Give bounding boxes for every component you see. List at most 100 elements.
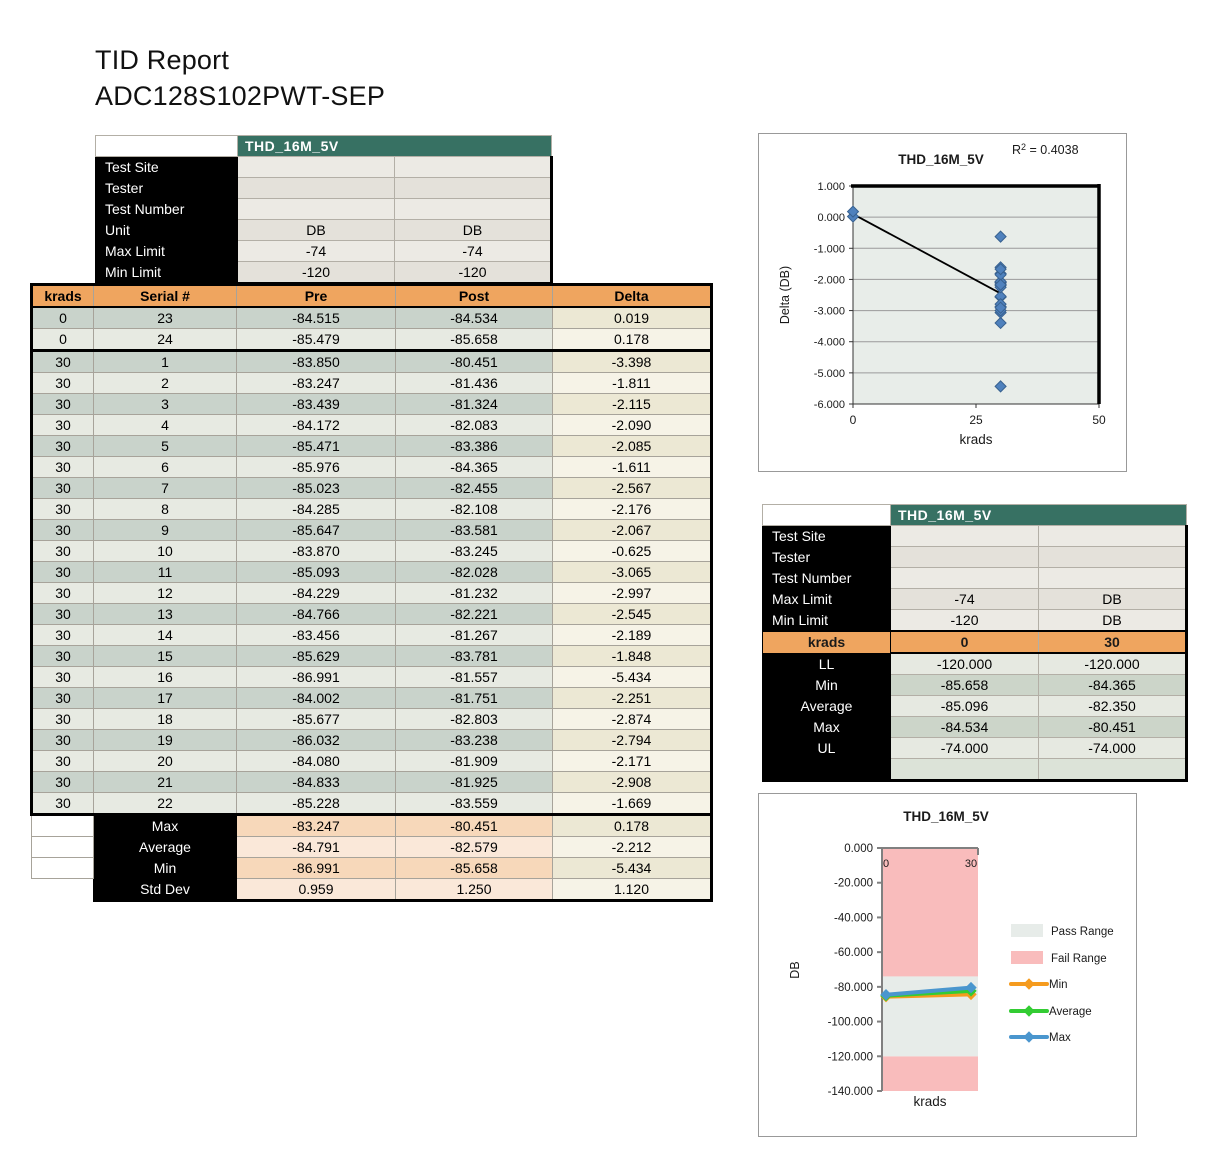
post-cell: -82.083 [395,414,553,436]
value-cell [890,567,1039,589]
stat-value-cell: -74.000 [890,737,1039,759]
band-svg: THD_16M_5V 0.000 -20.000 -40.000 -60.000 -80.… [788,809,1114,1109]
krads-cell: 30 [30,603,94,625]
spacer-cell [762,758,891,782]
summary-label-cell: Average [93,836,237,858]
value-cell [237,156,395,178]
row-label-cell: Unit [95,219,238,241]
delta-scatter-chart: THD_16M_5V R2 = 0.4038 1.000 0.000 -1.000 -2.… [758,133,1127,472]
chart-text: Average [1049,1006,1092,1018]
value-cell [1038,546,1188,568]
serial-cell: 18 [93,708,237,730]
delta-cell: 0.019 [552,306,713,329]
serial-cell: 21 [93,771,237,793]
chart-text: -40.000 [834,912,873,924]
serial-cell: 23 [93,306,237,329]
pre-cell: -85.471 [236,435,396,457]
summary-delta-cell: 1.120 [552,878,713,902]
krads-cell: 30 [30,456,94,478]
spacer-cell [31,836,94,858]
pre-cell: -84.285 [236,498,396,520]
chart-text: 0 [883,858,889,870]
post-cell: -84.534 [395,306,553,329]
column-header-cell: krads [30,283,94,308]
delta-cell: -2.874 [552,708,713,730]
serial-cell: 7 [93,477,237,499]
delta-cell: -1.611 [552,456,713,478]
chart-text: Fail Range [1051,953,1107,965]
legend-swatch [1011,951,1043,964]
summary-delta-cell: 0.178 [552,814,713,837]
delta-cell: -2.794 [552,729,713,751]
stat-value-cell: -74.000 [1038,737,1188,759]
pre-cell: -85.629 [236,645,396,667]
chart-text: -100.000 [828,1017,873,1029]
stat-label-cell: LL [762,652,891,675]
serial-cell: 13 [93,603,237,625]
summary-pre-cell: -86.991 [236,857,396,879]
post-cell: -81.324 [395,393,553,415]
post-cell: -82.221 [395,603,553,625]
summary-delta-cell: -5.434 [552,857,713,879]
summary-label-cell: Std Dev [93,878,237,902]
post-cell: -84.365 [395,456,553,478]
krads-cell: 30 [30,771,94,793]
summary-post-cell: -82.579 [395,836,553,858]
serial-cell: 5 [93,435,237,457]
krads-cell: 30 [30,393,94,415]
pre-cell: -85.023 [236,477,396,499]
chart-text: -80.000 [834,982,873,994]
krads-cell: 30 [30,687,94,709]
value-cell: DB [1038,609,1188,632]
krads-cell: 30 [30,435,94,457]
delta-cell: -1.848 [552,645,713,667]
value-cell: -120 [890,609,1039,632]
legend-marker [1023,978,1035,990]
pre-cell: -84.229 [236,582,396,604]
post-cell: -81.751 [395,687,553,709]
krads-value-cell: 30 [1038,630,1188,654]
pre-cell: -83.870 [236,540,396,562]
pre-cell: -83.439 [236,393,396,415]
table-title-cell: THD_16M_5V [237,135,552,157]
chart-text: 1.000 [817,181,845,193]
post-cell: -80.451 [395,350,553,373]
krads-header-cell: krads [762,630,891,654]
value-cell: DB [237,219,395,241]
chart-text: -6.000 [814,399,845,411]
delta-cell: -2.171 [552,750,713,772]
column-header-cell: Pre [236,283,396,308]
post-cell: -81.557 [395,666,553,688]
chart-text: Pass Range [1051,926,1114,938]
blank-cell [1038,758,1188,782]
y-axis-title: DB [788,961,802,978]
post-cell: -82.803 [395,708,553,730]
legend-marker [1023,1005,1035,1017]
top-info-table: THD_16M_5V Test Site Tester Test Number Unit… [95,135,553,285]
value-cell [237,177,395,199]
pre-cell: -84.002 [236,687,396,709]
chart-text: -20.000 [834,878,873,890]
row-label-cell: Tester [95,177,238,199]
legend-swatch [1011,924,1043,937]
series-marker [880,989,892,1001]
value-cell [394,177,553,199]
krads-cell: 30 [30,498,94,520]
post-cell: -83.559 [395,792,553,816]
spacer-cell [31,814,94,837]
krads-cell: 30 [30,792,94,816]
delta-cell: -2.908 [552,771,713,793]
delta-cell: -2.176 [552,498,713,520]
value-cell: -74 [237,240,395,262]
delta-cell: 0.178 [552,328,713,352]
post-cell: -82.108 [395,498,553,520]
spacer-cell [762,504,891,526]
value-cell [394,198,553,220]
scatter-point [994,230,1007,243]
r-squared-annotation: R2 = 0.4038 [1012,142,1079,157]
pre-cell: -85.677 [236,708,396,730]
post-cell: -82.028 [395,561,553,583]
chart-text: -3.000 [814,306,845,318]
scatter-point [994,278,1007,291]
summary-pre-cell: -83.247 [236,814,396,837]
